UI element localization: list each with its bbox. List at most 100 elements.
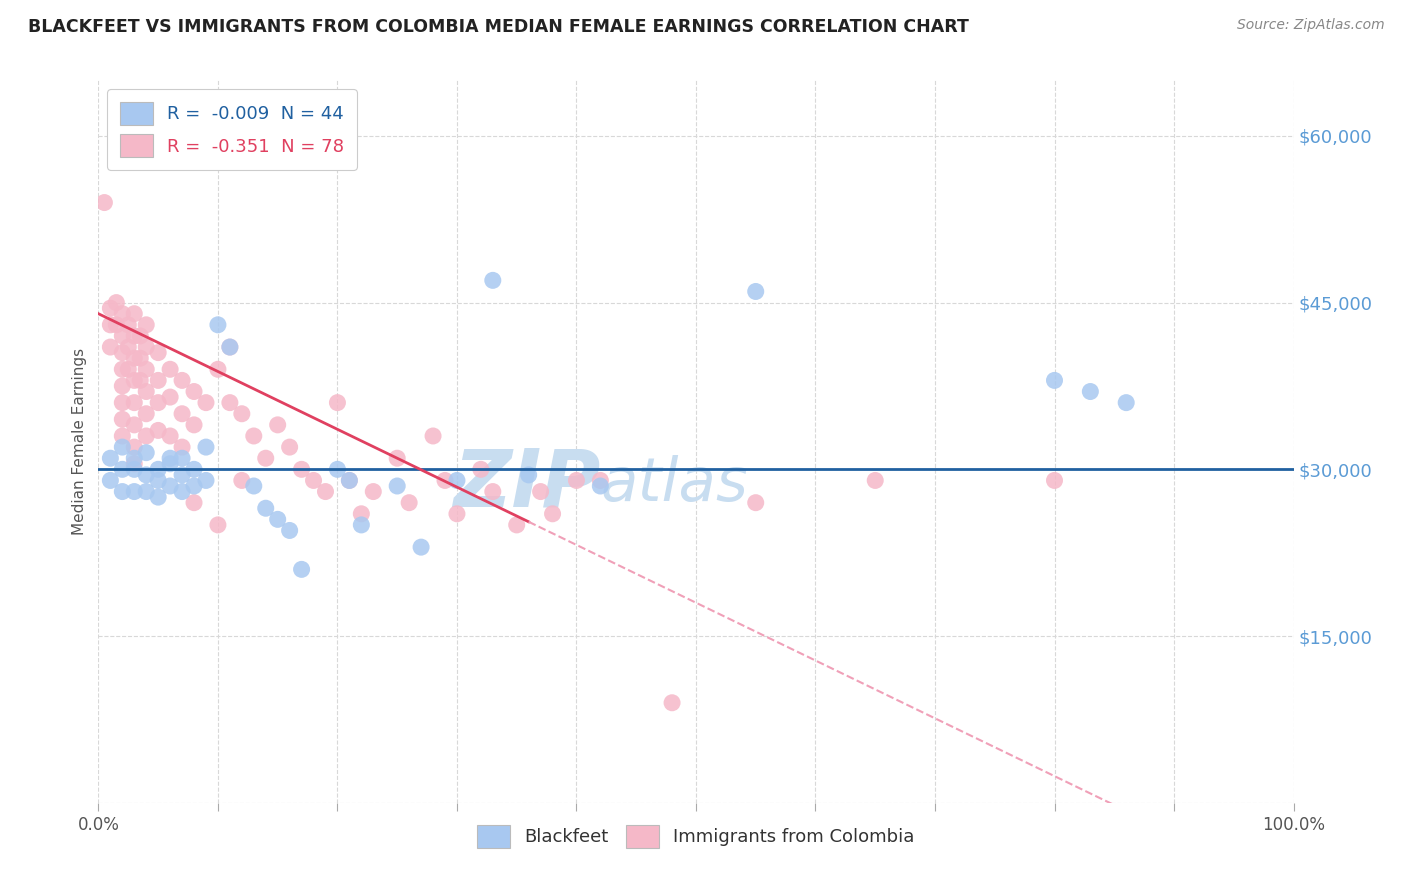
Point [243,479,266,493]
Point [135,318,157,332]
Point [1043,373,1066,387]
Point [446,507,468,521]
Point [183,462,205,476]
Point [129,351,152,366]
Point [111,362,134,376]
Point [159,479,181,493]
Point [159,362,181,376]
Point [148,462,170,476]
Point [98,318,122,332]
Point [267,512,290,526]
Point [111,484,134,499]
Point [124,457,146,471]
Point [159,451,181,466]
Point [124,307,146,321]
Point [135,467,157,482]
Point [105,318,128,332]
Point [231,407,253,421]
Point [135,362,157,376]
Point [117,318,139,332]
Point [411,540,433,554]
Point [129,373,152,387]
Point [172,484,194,499]
Point [98,301,122,315]
Point [159,429,181,443]
Text: Source: ZipAtlas.com: Source: ZipAtlas.com [1237,18,1385,32]
Point [339,474,361,488]
Point [541,507,564,521]
Point [589,479,612,493]
Point [135,407,157,421]
Point [219,340,242,354]
Point [398,496,420,510]
Point [135,340,157,354]
Point [98,474,122,488]
Point [111,412,134,426]
Point [135,445,157,459]
Point [172,451,194,466]
Point [135,484,157,499]
Point [183,417,205,432]
Point [291,562,314,576]
Point [517,467,540,482]
Point [302,474,325,488]
Point [111,429,134,443]
Point [105,295,128,310]
Point [124,484,146,499]
Point [148,474,170,488]
Point [117,340,139,354]
Point [111,462,134,476]
Point [111,307,134,321]
Point [111,395,134,409]
Point [219,395,242,409]
Point [481,273,505,287]
Point [207,517,229,532]
Y-axis label: Median Female Earnings: Median Female Earnings [72,348,87,535]
Point [159,390,181,404]
Point [350,517,373,532]
Point [124,417,146,432]
Point [111,329,134,343]
Point [267,417,290,432]
Point [159,457,181,471]
Point [124,395,146,409]
Point [172,440,194,454]
Point [172,373,194,387]
Point [363,484,385,499]
Point [195,395,218,409]
Point [1080,384,1102,399]
Point [278,440,301,454]
Point [183,384,205,399]
Point [124,440,146,454]
Point [93,195,115,210]
Point [231,474,253,488]
Point [1043,474,1066,488]
Point [254,501,277,516]
Point [589,474,612,488]
Point [148,395,170,409]
Point [124,329,146,343]
Point [148,490,170,504]
Point [98,340,122,354]
Point [135,429,157,443]
Point [124,373,146,387]
Point [661,696,683,710]
Point [117,362,139,376]
Point [254,451,277,466]
Point [148,424,170,438]
Point [148,345,170,359]
Point [350,507,373,521]
Point [98,451,122,466]
Point [315,484,337,499]
Point [291,462,314,476]
Point [385,479,409,493]
Point [339,474,361,488]
Point [183,496,205,510]
Point [446,474,468,488]
Point [385,451,409,466]
Point [207,362,229,376]
Point [111,379,134,393]
Point [530,484,553,499]
Point [745,285,768,299]
Text: BLACKFEET VS IMMIGRANTS FROM COLOMBIA MEDIAN FEMALE EARNINGS CORRELATION CHART: BLACKFEET VS IMMIGRANTS FROM COLOMBIA ME… [28,18,969,36]
